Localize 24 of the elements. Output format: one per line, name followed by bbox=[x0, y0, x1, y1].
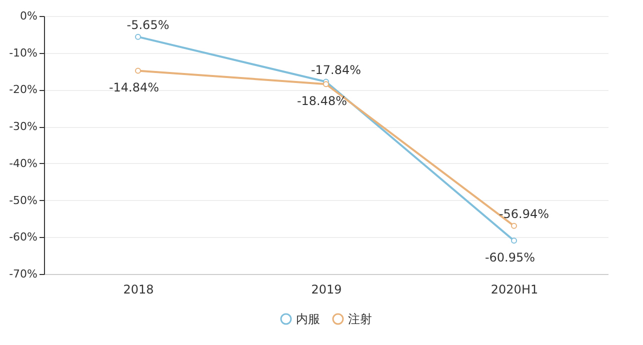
point bbox=[511, 222, 517, 229]
y-tick-label: -50% bbox=[9, 194, 38, 207]
x-tick-label: 2018 bbox=[123, 282, 154, 296]
data-label: -14.84% bbox=[108, 80, 160, 95]
y-tick-label: -20% bbox=[9, 83, 38, 96]
point bbox=[511, 238, 517, 244]
legend-label: 内服 bbox=[296, 312, 320, 326]
data-label: -60.95% bbox=[484, 250, 536, 265]
legend-label: 注射 bbox=[348, 312, 372, 326]
y-tick-label: 0% bbox=[20, 10, 38, 22]
y-tick-label: -70% bbox=[9, 268, 38, 280]
data-label: -18.48% bbox=[296, 94, 348, 108]
y-tick-label: -10% bbox=[9, 46, 38, 60]
y-tick-label: -60% bbox=[9, 230, 38, 244]
point bbox=[135, 68, 141, 74]
y-tick-label: -30% bbox=[9, 120, 38, 134]
data-label: -5.65% bbox=[126, 18, 170, 32]
point bbox=[135, 34, 141, 40]
data-label: -17.84% bbox=[310, 62, 362, 77]
data-label: -56.94% bbox=[498, 206, 550, 221]
x-tick-label: 2019 bbox=[311, 282, 342, 296]
y-tick-label: -40% bbox=[9, 156, 38, 170]
point bbox=[323, 81, 329, 88]
x-tick-label: 2020H1 bbox=[490, 282, 538, 296]
